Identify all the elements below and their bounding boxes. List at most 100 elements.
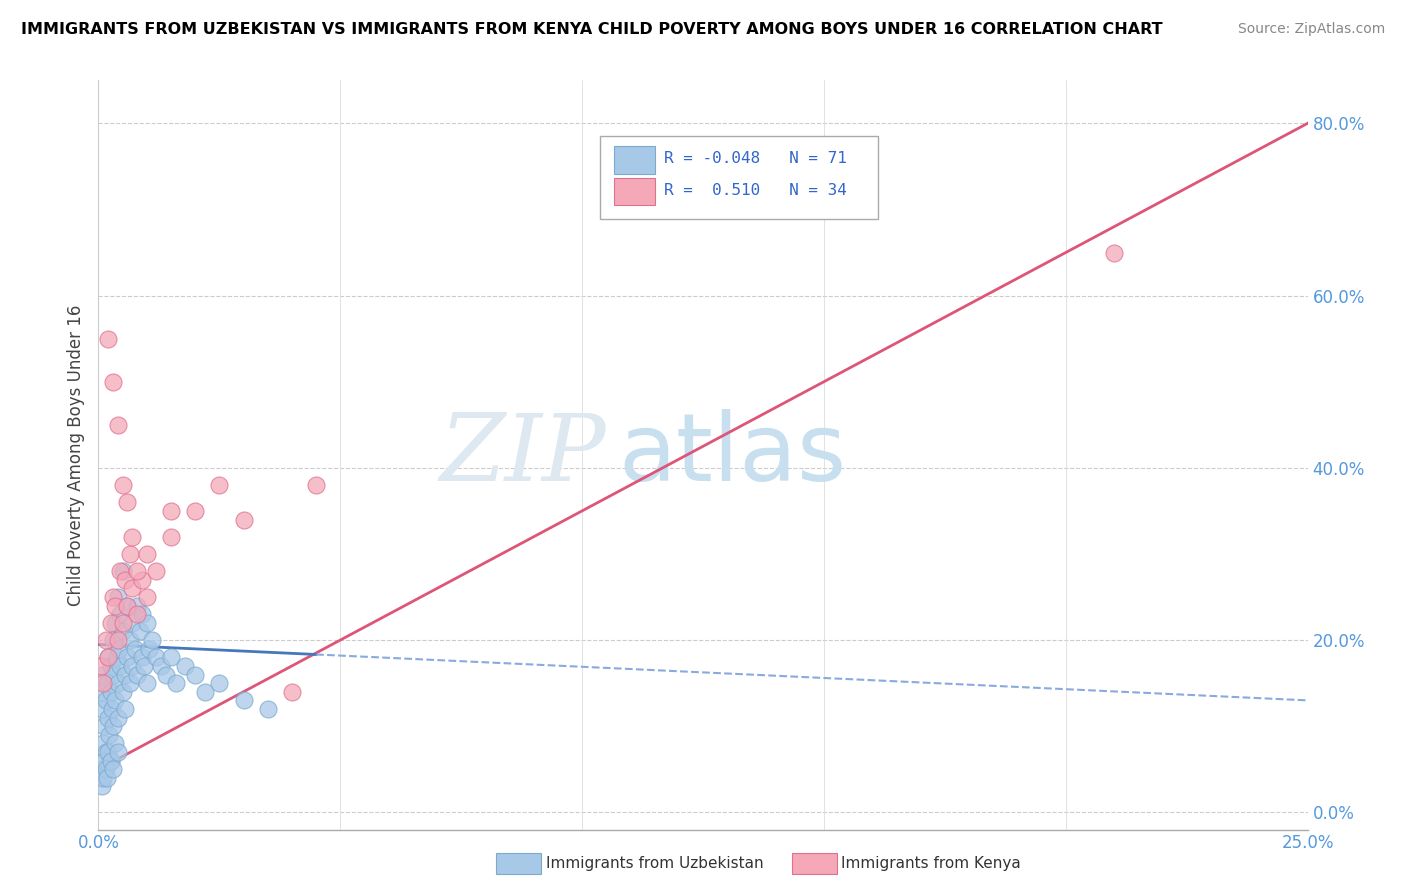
Point <box>118 633 141 648</box>
Point <box>101 633 124 648</box>
Text: Source: ZipAtlas.com: Source: ZipAtlas.com <box>1237 22 1385 37</box>
Point <box>121 659 143 673</box>
Point <box>160 504 183 518</box>
Point <box>256 702 278 716</box>
Point <box>91 702 114 716</box>
Point <box>135 590 157 604</box>
Text: R = -0.048   N = 71: R = -0.048 N = 71 <box>664 151 848 166</box>
Point <box>98 728 121 742</box>
Point <box>111 685 134 699</box>
Point <box>100 685 122 699</box>
Point <box>114 573 136 587</box>
Point <box>96 771 118 785</box>
Point <box>117 599 139 613</box>
Point <box>108 564 131 578</box>
Point <box>101 375 124 389</box>
Point <box>111 478 134 492</box>
Point <box>114 702 136 716</box>
Point <box>100 659 122 673</box>
Point <box>160 530 183 544</box>
FancyBboxPatch shape <box>613 178 655 205</box>
Point <box>97 650 120 665</box>
Point <box>107 676 129 690</box>
Point <box>194 685 217 699</box>
Point <box>101 719 124 733</box>
Text: IMMIGRANTS FROM UZBEKISTAN VS IMMIGRANTS FROM KENYA CHILD POVERTY AMONG BOYS UND: IMMIGRANTS FROM UZBEKISTAN VS IMMIGRANTS… <box>21 22 1163 37</box>
Point <box>121 582 143 596</box>
Point <box>232 693 254 707</box>
Point <box>101 667 124 681</box>
Point <box>101 702 124 716</box>
Text: ZIP: ZIP <box>440 410 606 500</box>
Text: Immigrants from Uzbekistan: Immigrants from Uzbekistan <box>546 856 763 871</box>
Text: R =  0.510   N = 34: R = 0.510 N = 34 <box>664 183 848 198</box>
Point <box>94 633 117 648</box>
Point <box>208 676 231 690</box>
Point <box>1102 245 1125 260</box>
Point <box>107 745 129 759</box>
Point <box>131 573 153 587</box>
Point <box>94 693 117 707</box>
Point <box>94 745 117 759</box>
Point <box>117 650 139 665</box>
Point <box>141 633 163 648</box>
Point <box>145 564 167 578</box>
Point <box>117 599 139 613</box>
Point <box>107 641 129 656</box>
FancyBboxPatch shape <box>613 146 655 174</box>
Point <box>128 624 150 639</box>
Point <box>91 736 114 750</box>
Point <box>232 512 254 526</box>
Point <box>138 641 160 656</box>
Point <box>111 615 134 630</box>
Point <box>134 659 156 673</box>
Point <box>90 762 112 776</box>
Point <box>104 693 127 707</box>
Point <box>155 667 177 681</box>
Point <box>208 478 231 492</box>
Point <box>184 667 207 681</box>
Point <box>105 650 128 665</box>
Point <box>131 650 153 665</box>
Point <box>281 685 304 699</box>
Point <box>101 762 124 776</box>
Point <box>165 676 187 690</box>
Point <box>145 650 167 665</box>
Point <box>108 659 131 673</box>
Point <box>93 719 115 733</box>
Point <box>97 745 120 759</box>
Point <box>160 650 183 665</box>
Point <box>127 607 149 622</box>
Text: atlas: atlas <box>619 409 846 501</box>
Point <box>90 659 112 673</box>
Point <box>96 676 118 690</box>
Point <box>100 754 122 768</box>
Point <box>111 564 134 578</box>
Point <box>121 530 143 544</box>
Point <box>97 710 120 724</box>
Point <box>121 615 143 630</box>
Point <box>100 754 122 768</box>
Point <box>94 762 117 776</box>
Point <box>107 417 129 432</box>
Point <box>117 495 139 509</box>
Point <box>97 332 120 346</box>
Point <box>135 547 157 561</box>
Point <box>91 771 114 785</box>
FancyBboxPatch shape <box>600 136 879 219</box>
Point <box>127 667 149 681</box>
Point <box>107 710 129 724</box>
Point <box>91 780 114 794</box>
Point <box>150 659 173 673</box>
Point <box>107 633 129 648</box>
Point <box>305 478 328 492</box>
Point <box>184 504 207 518</box>
Point <box>97 650 120 665</box>
Point <box>104 736 127 750</box>
Point <box>118 547 141 561</box>
Y-axis label: Child Poverty Among Boys Under 16: Child Poverty Among Boys Under 16 <box>66 304 84 606</box>
Point <box>91 676 114 690</box>
Point <box>90 685 112 699</box>
Point <box>127 564 149 578</box>
Point <box>104 599 127 613</box>
